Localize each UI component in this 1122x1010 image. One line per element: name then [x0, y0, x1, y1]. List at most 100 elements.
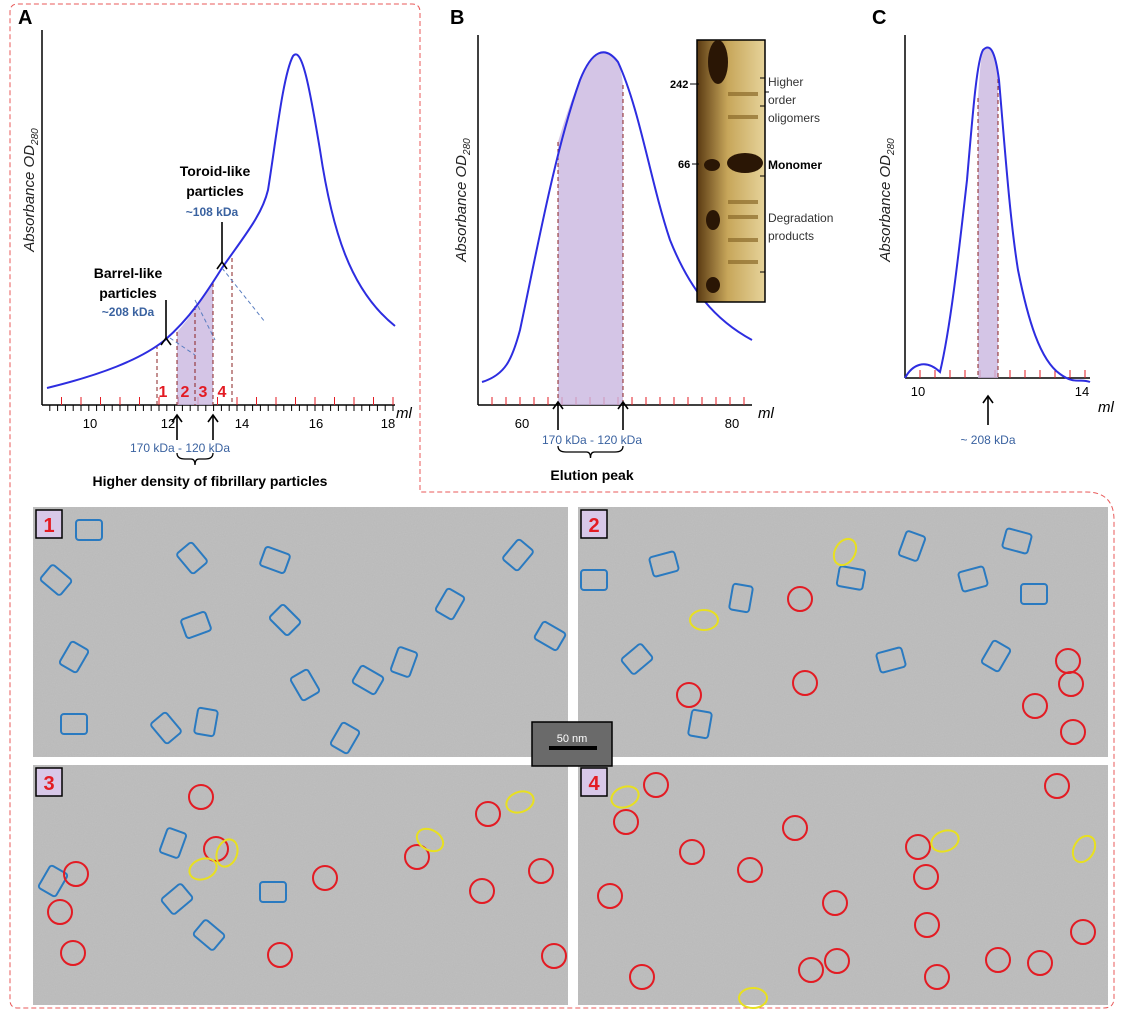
barrel-marker: [75, 519, 103, 541]
toroid-marker: [1044, 773, 1070, 799]
y-axis-label-main: Absorbance OD: [21, 145, 38, 253]
micrograph-label: 1: [43, 515, 54, 537]
micrograph-texture: [578, 507, 1108, 757]
gel-band: [728, 115, 758, 119]
y-axis-label-main: Absorbance OD: [453, 155, 470, 263]
barrel-marker: [289, 668, 321, 702]
toroid-marker: [787, 586, 813, 612]
toroid-marker: [613, 809, 639, 835]
panel-label: A: [18, 7, 32, 29]
barrel-marker: [259, 881, 287, 903]
y-axis-label: Absorbance OD280: [453, 138, 473, 263]
fraction-label: 2: [181, 384, 190, 401]
toroid-marker: [1060, 719, 1086, 745]
x-unit: ml: [1098, 399, 1114, 416]
micrograph-label-box: [580, 767, 608, 797]
gel-band: [728, 260, 758, 264]
toroid-marker: [188, 784, 214, 810]
tangent: [169, 337, 196, 356]
gel-annotation: products: [768, 229, 814, 243]
barrel-marker: [980, 639, 1012, 673]
toroid-marker: [914, 912, 940, 938]
toroid-marker: [267, 942, 293, 968]
brace: [176, 452, 214, 466]
range: ~ 208 kDa: [960, 433, 1015, 447]
fibril-marker: [188, 857, 218, 881]
elution-curve: [481, 51, 753, 383]
toroid-marker: [1027, 950, 1053, 976]
arrow-head: [617, 400, 629, 410]
caption: Higher density of fibrillary particles: [93, 473, 328, 489]
gel-band: [727, 153, 763, 173]
gel-annotation: Monomer: [768, 158, 822, 172]
fibril-marker: [1071, 834, 1097, 864]
scale-bar: [549, 746, 597, 750]
annotation: ~108 kDa: [186, 205, 239, 219]
micrograph-label-box: [580, 509, 608, 539]
arrow-head: [207, 413, 219, 423]
barrel-marker: [60, 713, 88, 735]
barrel-marker: [268, 603, 302, 637]
brace: [557, 445, 624, 459]
toroid-marker: [913, 864, 939, 890]
barrel-marker: [957, 565, 989, 593]
gel-band: [704, 159, 720, 171]
y-axis-label-main: Absorbance OD: [877, 155, 894, 263]
range: 170 kDa - 120 kDa: [542, 433, 642, 447]
arrow-head: [982, 394, 994, 404]
barrel-marker: [687, 708, 713, 740]
toroid-marker: [985, 947, 1011, 973]
y-axis-label: Absorbance OD280: [877, 138, 897, 263]
gel-marker: 242: [670, 79, 688, 91]
barrel-marker: [1020, 583, 1048, 605]
barrel-marker: [580, 569, 608, 591]
barrel-marker: [37, 864, 69, 898]
toroid-marker: [643, 772, 669, 798]
elution-curve: [46, 53, 396, 389]
x-tick-label: 60: [515, 416, 529, 431]
barrel-marker: [192, 919, 226, 951]
toroid-marker: [312, 865, 338, 891]
fibril-marker: [930, 829, 960, 853]
annotation: ~208 kDa: [102, 305, 155, 319]
scale-bar-label: 50 nm: [557, 733, 588, 745]
micrograph-texture: [33, 765, 568, 1005]
toroid-marker: [905, 834, 931, 860]
fibril-marker: [505, 790, 535, 814]
arrow-head: [160, 336, 172, 346]
barrel-marker: [160, 883, 194, 915]
y-axis-label-sub: 280: [886, 138, 897, 156]
gel-band: [706, 277, 720, 293]
barrel-marker: [502, 538, 534, 572]
gel-marker: 66: [678, 159, 690, 171]
gel-band: [728, 215, 758, 219]
x-tick-label: 16: [309, 416, 323, 431]
annotation: particles: [186, 183, 244, 199]
micrograph-label-box: [35, 767, 63, 797]
elution-curve: [904, 46, 1091, 383]
x-tick-label: 10: [911, 384, 925, 399]
toroid-marker: [676, 682, 702, 708]
toroid-marker: [679, 839, 705, 865]
barrel-marker: [193, 706, 219, 738]
toroid-marker: [782, 815, 808, 841]
fibril-marker: [689, 609, 719, 631]
x-unit: ml: [396, 405, 412, 422]
x-tick-label: 12: [161, 416, 175, 431]
barrel-marker: [39, 564, 73, 596]
barrel-marker: [728, 582, 754, 614]
range: 170 kDa - 120 kDa: [130, 441, 230, 455]
gel-annotation: oligomers: [768, 111, 820, 125]
gel-band: [708, 40, 728, 84]
toroid-marker: [798, 957, 824, 983]
barrel-marker: [835, 565, 867, 591]
barrel-marker: [620, 643, 654, 675]
arrow-head: [216, 260, 228, 270]
gel-band: [728, 238, 758, 242]
barrel-marker: [150, 711, 182, 745]
arrow-head: [552, 400, 564, 410]
barrel-marker: [875, 646, 907, 674]
panel-label: C: [872, 7, 886, 29]
barrel-marker: [329, 721, 361, 755]
